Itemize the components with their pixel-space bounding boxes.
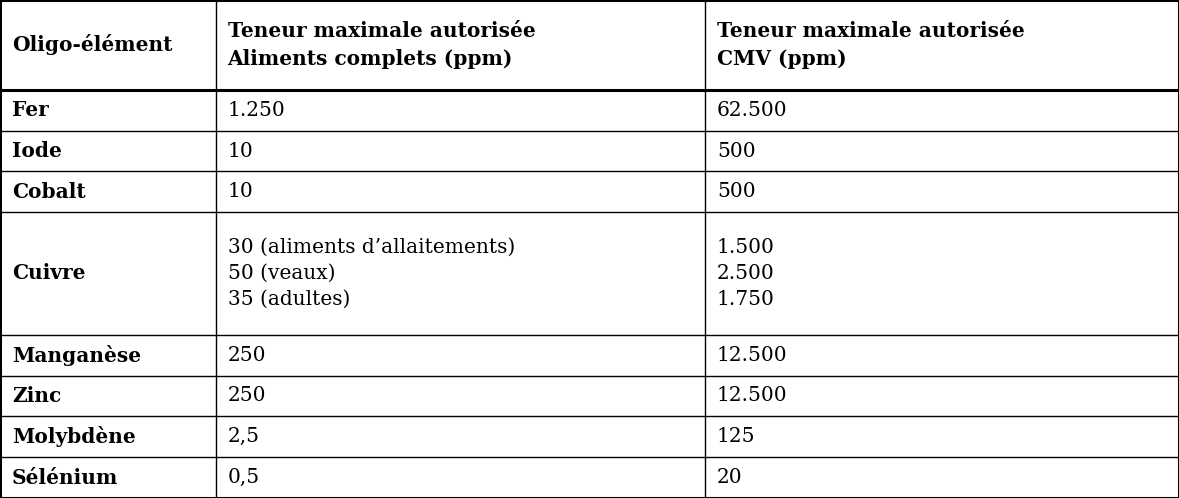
Text: 12.500: 12.500 [717,386,788,405]
Text: 20: 20 [717,468,743,487]
Text: 12.500: 12.500 [717,346,788,365]
Text: Fer: Fer [12,100,48,120]
Text: Oligo-élément: Oligo-élément [12,34,172,55]
Text: 250: 250 [228,386,266,405]
Text: Teneur maximale autorisée
CMV (ppm): Teneur maximale autorisée CMV (ppm) [717,21,1025,69]
Text: 1.250: 1.250 [228,101,285,120]
Text: Cobalt: Cobalt [12,182,85,202]
Text: Sélénium: Sélénium [12,468,118,488]
Text: Iode: Iode [12,141,61,161]
Text: 500: 500 [717,182,756,201]
Text: 10: 10 [228,141,253,160]
Text: 125: 125 [717,427,756,446]
Text: 0,5: 0,5 [228,468,259,487]
Text: 500: 500 [717,141,756,160]
Text: Manganèse: Manganèse [12,345,141,366]
Text: Zinc: Zinc [12,386,61,406]
Text: 30 (aliments d’allaitements)
50 (veaux)
35 (adultes): 30 (aliments d’allaitements) 50 (veaux) … [228,238,515,309]
Text: 62.500: 62.500 [717,101,788,120]
Text: 2,5: 2,5 [228,427,259,446]
Text: 1.500
2.500
1.750: 1.500 2.500 1.750 [717,238,775,309]
Text: Molybdène: Molybdène [12,426,136,447]
Text: 250: 250 [228,346,266,365]
Text: 10: 10 [228,182,253,201]
Text: Cuivre: Cuivre [12,263,85,283]
Text: Teneur maximale autorisée
Aliments complets (ppm): Teneur maximale autorisée Aliments compl… [228,21,535,69]
